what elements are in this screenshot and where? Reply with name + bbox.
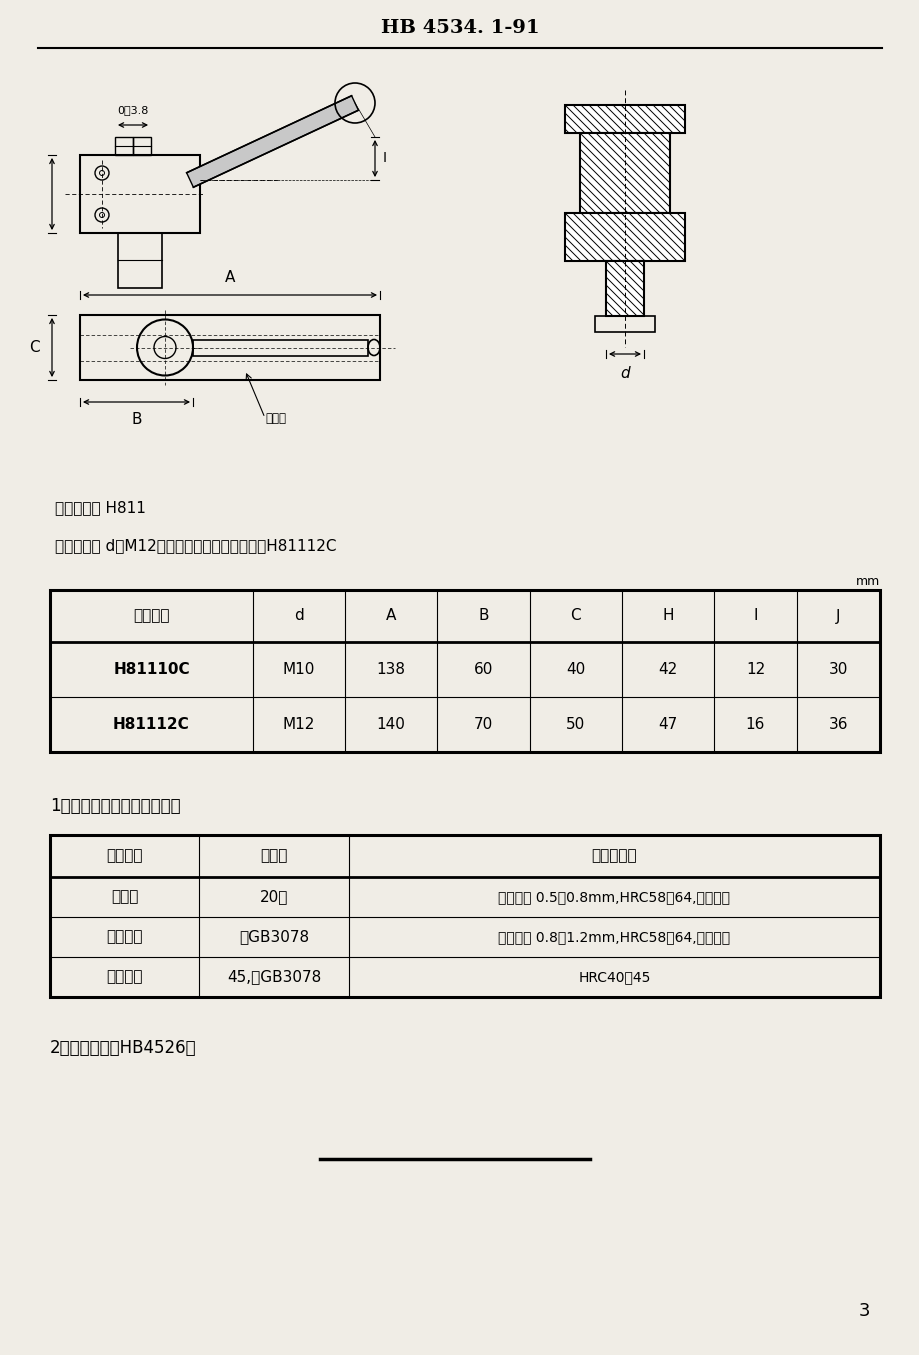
Text: 40: 40 [565,663,584,678]
Text: C: C [570,608,580,623]
Text: 材　料: 材 料 [260,848,288,863]
Text: d: d [294,608,303,623]
Text: 42: 42 [658,663,676,678]
Bar [564,104,685,133]
Text: A: A [386,608,396,623]
Text: 20，: 20， [260,889,288,905]
Text: 36: 36 [828,717,847,732]
Text: M12: M12 [282,717,315,732]
Text: 2　技术条件按HB4526。: 2 技术条件按HB4526。 [50,1039,197,1057]
Text: H81112C: H81112C [113,717,189,732]
Bar [193,340,368,355]
Text: 标刻处: 标刻处 [265,412,286,424]
Bar [606,262,643,316]
Text: 热　处　理: 热 处 理 [591,848,637,863]
Text: 底　座: 底 座 [111,889,138,905]
Text: 渗碳深度 0.5～0.8mm,HRC58～64,人工时效: 渗碳深度 0.5～0.8mm,HRC58～64,人工时效 [498,890,730,904]
Bar [133,137,151,154]
Text: HRC40～45: HRC40～45 [577,970,650,984]
Polygon shape [187,96,358,187]
Text: I: I [753,608,757,623]
Text: 30: 30 [828,663,847,678]
Text: I: I [382,152,387,165]
Text: 分类代号： H811: 分类代号： H811 [55,500,146,515]
Bar [115,137,133,154]
Text: 70: 70 [473,717,493,732]
Bar [50,589,879,752]
Text: B: B [478,608,488,623]
Text: 45,按GB3078: 45,按GB3078 [227,969,321,985]
Text: 138: 138 [376,663,405,678]
Text: 50: 50 [565,717,584,732]
Text: 零件名称: 零件名称 [107,848,142,863]
Text: J: J [835,608,840,623]
Bar [564,104,685,133]
Text: 47: 47 [658,717,676,732]
Bar [80,154,199,233]
Bar [595,316,654,332]
Bar [579,133,669,213]
Text: mm: mm [855,575,879,588]
Bar [80,314,380,379]
Text: 12: 12 [745,663,765,678]
Text: 标记示例： d＝M12的螺旋凸轮卡紧爪的标记为H81112C: 标记示例： d＝M12的螺旋凸轮卡紧爪的标记为H81112C [55,538,336,553]
Bar [564,213,685,262]
Text: 卡　　爪: 卡 爪 [107,969,142,985]
Text: 60: 60 [473,663,493,678]
Text: 0～3.8: 0～3.8 [118,104,149,115]
Text: 按GB3078: 按GB3078 [239,930,309,944]
Text: 螺旋凸轮: 螺旋凸轮 [107,930,142,944]
Bar [579,133,669,213]
Text: 3: 3 [857,1302,869,1320]
Text: 140: 140 [377,717,405,732]
Text: d: d [619,366,630,381]
Text: A: A [224,270,235,285]
Text: H81110C: H81110C [113,663,189,678]
Text: M10: M10 [282,663,315,678]
Text: HB 4534. 1-91: HB 4534. 1-91 [380,19,539,37]
Text: C: C [29,340,40,355]
Bar [118,233,162,289]
Text: 16: 16 [745,717,765,732]
Text: B: B [131,412,142,427]
Text: H: H [662,608,673,623]
Text: 1　主要零件的材料及热处理: 1 主要零件的材料及热处理 [50,797,180,814]
Bar [564,213,685,262]
Bar [50,835,879,997]
Bar [606,262,643,316]
Text: 标记代号: 标记代号 [133,608,169,623]
Text: 渗碳深度 0.8～1.2mm,HRC58～64,人工时效: 渗碳深度 0.8～1.2mm,HRC58～64,人工时效 [498,930,730,944]
